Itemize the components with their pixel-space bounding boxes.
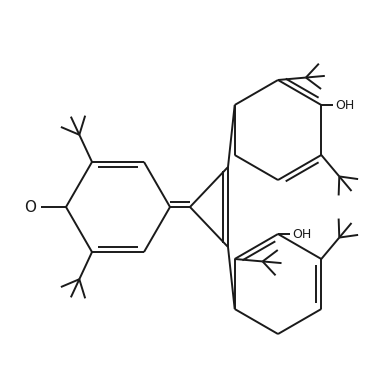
Text: O: O bbox=[24, 200, 36, 214]
Text: OH: OH bbox=[292, 227, 311, 241]
Text: OH: OH bbox=[335, 98, 355, 111]
